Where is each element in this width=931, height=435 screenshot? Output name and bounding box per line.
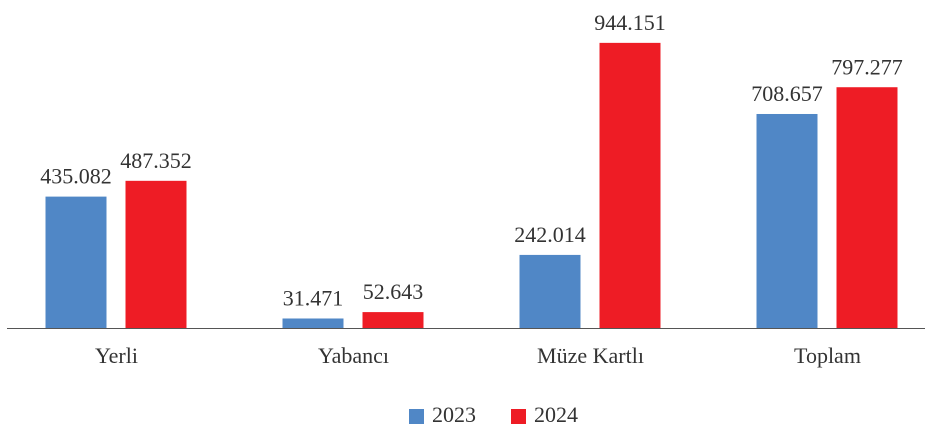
x-tick-label: Müze Kartlı	[537, 343, 644, 368]
data-label: 31.471	[283, 286, 344, 311]
bar	[282, 318, 344, 328]
bar	[599, 42, 661, 329]
legend-swatch	[511, 409, 526, 424]
data-label: 708.657	[751, 81, 823, 106]
x-tick-label: Yerli	[95, 343, 138, 368]
data-label: 52.643	[363, 279, 424, 304]
x-tick-label: Toplam	[794, 343, 861, 368]
legend-swatch	[409, 409, 424, 424]
bar	[125, 180, 187, 328]
bar	[836, 87, 898, 328]
bar	[519, 254, 581, 328]
legend-label: 2024	[534, 402, 578, 427]
data-label: 487.352	[120, 148, 192, 173]
bar	[45, 196, 107, 328]
data-label: 944.151	[594, 10, 666, 35]
data-label: 797.277	[831, 54, 903, 79]
bar	[362, 312, 424, 328]
data-label: 435.082	[40, 164, 112, 189]
x-tick-label: Yabancı	[318, 343, 389, 368]
legend-label: 2023	[432, 402, 476, 427]
bar	[756, 113, 818, 328]
data-label: 242.014	[514, 222, 586, 247]
